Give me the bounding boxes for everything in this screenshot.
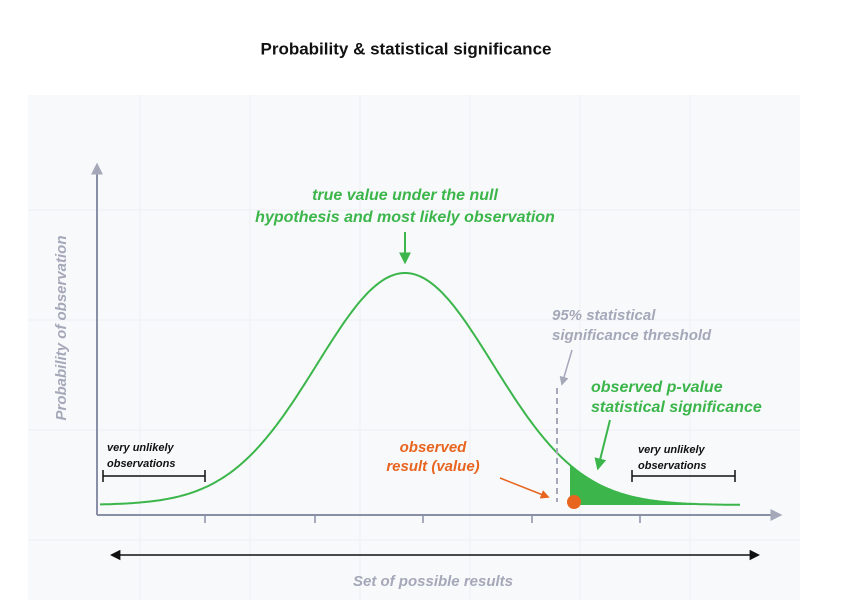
panel — [28, 95, 800, 600]
distribution-curve — [100, 272, 740, 506]
annotation: very unlikely — [107, 442, 175, 454]
title: Probability & statistical significance — [261, 39, 552, 58]
arrow — [594, 419, 611, 471]
x-axis-label: Set of possible results — [353, 573, 513, 590]
annotation: result (value) — [386, 458, 479, 475]
annotation: observed — [400, 439, 468, 456]
arrow — [559, 349, 573, 386]
annotation: observations — [638, 460, 706, 472]
annotation: 95% statistical — [552, 307, 656, 324]
annotation: observed p-value — [591, 379, 723, 396]
axis-ticks — [204, 515, 641, 523]
annotation: true value under the null — [312, 187, 498, 204]
y-axis-label: Probability of observation — [53, 235, 70, 420]
bracket — [102, 470, 206, 482]
annotation: very unlikely — [638, 444, 706, 456]
observed-point — [567, 495, 581, 509]
annotation: hypothesis and most likely observation — [255, 209, 555, 226]
annotation: observations — [107, 458, 175, 470]
annotation: significance threshold — [552, 327, 712, 344]
arrow — [499, 477, 550, 499]
background-grid — [28, 95, 800, 600]
p-value-area — [570, 465, 740, 505]
bracket — [631, 470, 736, 482]
annotation: statistical significance — [591, 399, 762, 416]
